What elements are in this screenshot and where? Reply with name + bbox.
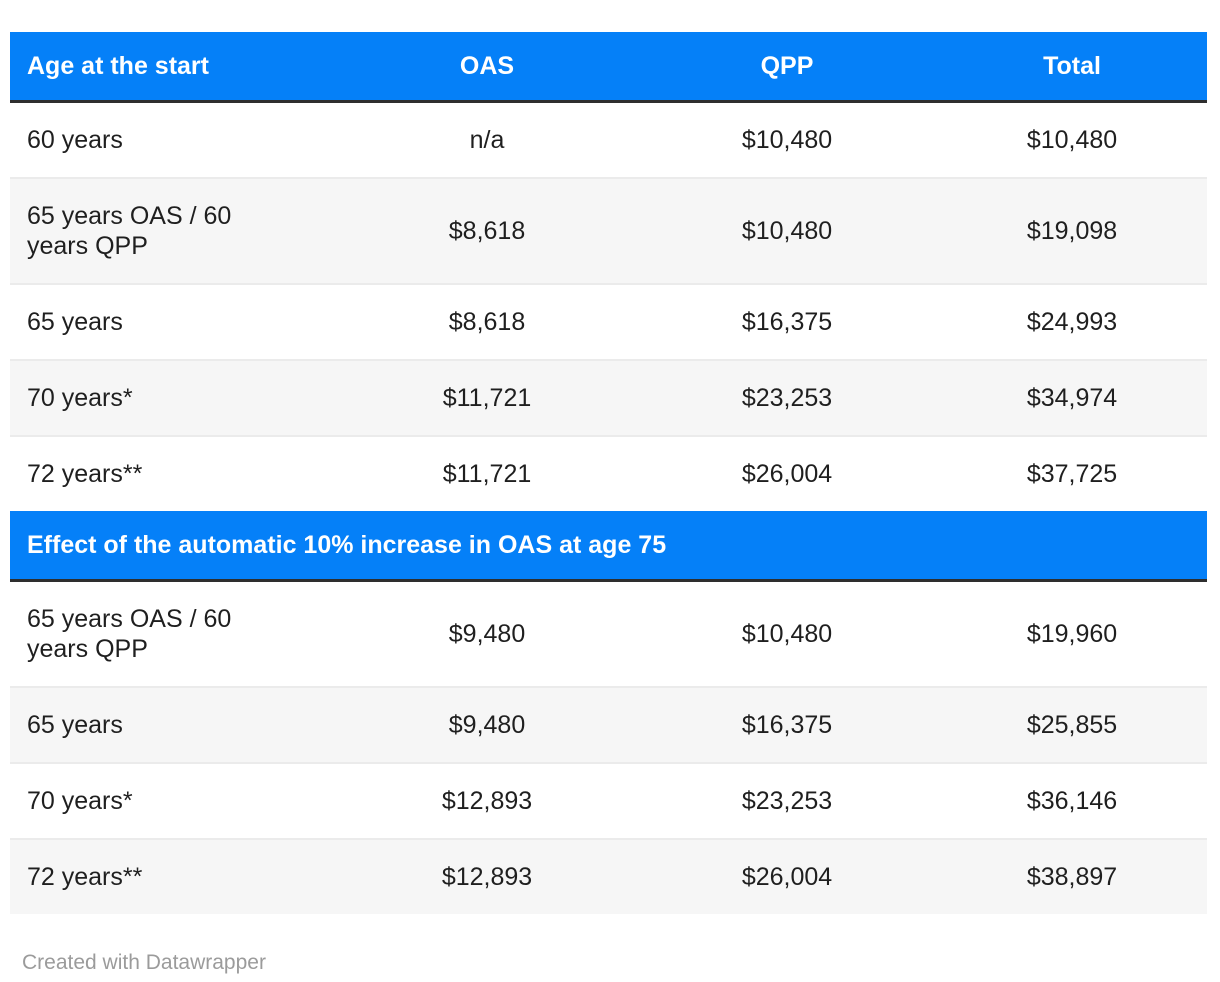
col-header-total: Total — [937, 32, 1207, 103]
cell-age: 70 years* — [10, 359, 337, 436]
cell-oas: $8,618 — [337, 283, 637, 360]
cell-qpp: $10,480 — [637, 580, 937, 687]
cell-age: 72 years** — [10, 838, 337, 914]
header-row: Age at the start OAS QPP Total — [10, 32, 1207, 103]
cell-oas: $11,721 — [337, 359, 637, 436]
cell-oas: $11,721 — [337, 435, 637, 511]
cell-qpp: $16,375 — [637, 686, 937, 763]
section-header: Effect of the automatic 10% increase in … — [10, 511, 1207, 582]
footer: Created with Datawrapper — [22, 950, 1207, 976]
cell-age: 65 years — [10, 686, 337, 763]
cell-qpp: $23,253 — [637, 762, 937, 839]
cell-qpp: $10,480 — [637, 101, 937, 178]
cell-qpp: $23,253 — [637, 359, 937, 436]
cell-qpp: $26,004 — [637, 838, 937, 914]
table-row: 65 years OAS / 60 years QPP $8,618 $10,4… — [10, 177, 1207, 284]
section-header-row: Effect of the automatic 10% increase in … — [10, 511, 1207, 582]
datawrapper-credit-link[interactable]: Created with Datawrapper — [22, 951, 266, 974]
cell-qpp: $10,480 — [637, 177, 937, 284]
col-header-age: Age at the start — [10, 32, 337, 103]
cell-total: $19,098 — [937, 177, 1207, 284]
table-row: 72 years** $12,893 $26,004 $38,897 — [10, 838, 1207, 914]
cell-total: $25,855 — [937, 686, 1207, 763]
cell-qpp: $16,375 — [637, 283, 937, 360]
cell-oas: $9,480 — [337, 686, 637, 763]
cell-age: 60 years — [10, 101, 337, 178]
cell-total: $34,974 — [937, 359, 1207, 436]
cell-oas: $8,618 — [337, 177, 637, 284]
table-row: 65 years OAS / 60 years QPP $9,480 $10,4… — [10, 580, 1207, 687]
cell-total: $37,725 — [937, 435, 1207, 511]
cell-total: $36,146 — [937, 762, 1207, 839]
pension-benefits-table: Age at the start OAS QPP Total 60 years … — [10, 32, 1207, 914]
table-row: 65 years $8,618 $16,375 $24,993 — [10, 283, 1207, 360]
cell-qpp: $26,004 — [637, 435, 937, 511]
cell-total: $38,897 — [937, 838, 1207, 914]
table-row: 60 years n/a $10,480 $10,480 — [10, 101, 1207, 178]
col-header-qpp: QPP — [637, 32, 937, 103]
cell-age: 65 years OAS / 60 years QPP — [10, 177, 337, 284]
table-row: 70 years* $12,893 $23,253 $36,146 — [10, 762, 1207, 839]
table-row: 70 years* $11,721 $23,253 $34,974 — [10, 359, 1207, 436]
cell-oas: $12,893 — [337, 838, 637, 914]
cell-oas: $9,480 — [337, 580, 637, 687]
cell-age: 72 years** — [10, 435, 337, 511]
table-row: 65 years $9,480 $16,375 $25,855 — [10, 686, 1207, 763]
cell-oas: $12,893 — [337, 762, 637, 839]
cell-age: 65 years OAS / 60 years QPP — [10, 580, 337, 687]
cell-oas: n/a — [337, 101, 637, 178]
col-header-oas: OAS — [337, 32, 637, 103]
table-row: 72 years** $11,721 $26,004 $37,725 — [10, 435, 1207, 511]
cell-age: 70 years* — [10, 762, 337, 839]
cell-total: $24,993 — [937, 283, 1207, 360]
cell-total: $10,480 — [937, 101, 1207, 178]
cell-age: 65 years — [10, 283, 337, 360]
cell-total: $19,960 — [937, 580, 1207, 687]
